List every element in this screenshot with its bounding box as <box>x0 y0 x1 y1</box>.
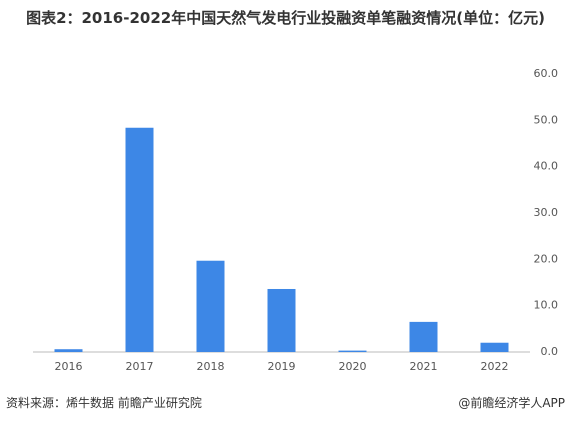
y-tick-label: 40.0 <box>534 160 559 173</box>
source-note: 资料来源：烯牛数据 前瞻产业研究院 <box>6 396 202 410</box>
y-tick-label: 50.0 <box>534 113 559 126</box>
y-tick-label: 30.0 <box>534 206 559 219</box>
bar <box>125 127 154 352</box>
bar <box>409 321 438 352</box>
chart: 0.0 10.0 20.0 30.0 40.0 50.0 60.0 2016 2017 2018 2… <box>33 67 559 373</box>
x-tick-label: 2017 <box>126 360 154 373</box>
y-tick-label: 60.0 <box>534 67 559 80</box>
bar <box>267 288 296 352</box>
credit: @前瞻经济学人APP <box>458 396 565 410</box>
x-tick-label: 2020 <box>339 360 367 373</box>
y-tick-label: 20.0 <box>534 252 559 265</box>
y-tick-label: 0.0 <box>541 345 559 358</box>
x-tick-label: 2018 <box>197 360 225 373</box>
bar <box>54 349 83 352</box>
x-tick-label: 2021 <box>410 360 438 373</box>
bar <box>196 260 225 352</box>
bar <box>338 350 367 352</box>
y-tick-label: 10.0 <box>534 299 559 312</box>
x-tick-label: 2022 <box>481 360 509 373</box>
chart-title: 图表2：2016-2022年中国天然气发电行业投融资单笔融资情况(单位：亿元) <box>26 9 545 27</box>
x-tick-label: 2019 <box>268 360 296 373</box>
bar <box>480 342 509 352</box>
x-tick-label: 2016 <box>55 360 83 373</box>
